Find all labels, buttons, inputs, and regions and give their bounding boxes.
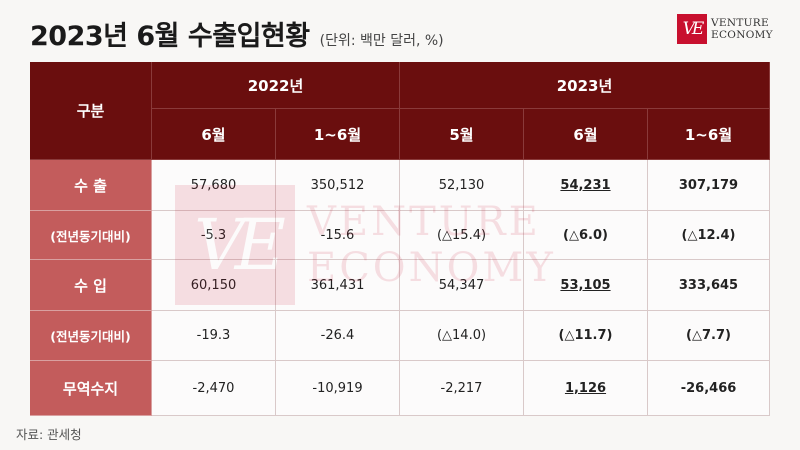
table-cell: (△11.7) <box>524 311 648 361</box>
table-cell-highlight: 1,126 <box>524 361 648 416</box>
table-cell: -5.3 <box>152 211 276 260</box>
source-note: 자료: 관세청 <box>16 427 82 442</box>
year-2022-header: 2022년 <box>152 62 400 109</box>
venture-economy-logo: VE VENTURE ECONOMY <box>677 14 773 44</box>
row-label-imports: 수 입 <box>30 260 152 311</box>
table-cell-highlight: 53,105 <box>524 260 648 311</box>
table-cell: 361,431 <box>276 260 400 311</box>
table-cell: 333,645 <box>648 260 770 311</box>
table-cell: 350,512 <box>276 160 400 211</box>
table-cell: -26.4 <box>276 311 400 361</box>
subheader-2022-h1: 1~6월 <box>276 109 400 160</box>
table-cell: (△12.4) <box>648 211 770 260</box>
table-cell: -10,919 <box>276 361 400 416</box>
logo-wordmark: VENTURE ECONOMY <box>711 17 773 41</box>
subheader-2023-may: 5월 <box>400 109 524 160</box>
table-cell-highlight: 54,231 <box>524 160 648 211</box>
row-label-trade-balance: 무역수지 <box>30 361 152 416</box>
row-label-exports: 수 출 <box>30 160 152 211</box>
table-cell: 307,179 <box>648 160 770 211</box>
logo-line-1: VENTURE <box>711 17 769 29</box>
table-cell: 52,130 <box>400 160 524 211</box>
table-cell: (△6.0) <box>524 211 648 260</box>
table-cell: -2,470 <box>152 361 276 416</box>
table-cell: -19.3 <box>152 311 276 361</box>
table-cell: 54,347 <box>400 260 524 311</box>
row-label-exports-yoy: (전년동기대비) <box>30 211 152 260</box>
table-cell: (△14.0) <box>400 311 524 361</box>
table-cell: -2,217 <box>400 361 524 416</box>
table-cell: -15.6 <box>276 211 400 260</box>
logo-mark: VE <box>677 14 707 44</box>
logo-line-2: ECONOMY <box>711 29 773 41</box>
subheader-2023-h1: 1~6월 <box>648 109 770 160</box>
row-label-imports-yoy: (전년동기대비) <box>30 311 152 361</box>
unit-note: (단위: 백만 달러, %) <box>319 33 444 49</box>
table-cell: 60,150 <box>152 260 276 311</box>
table-cell: (△7.7) <box>648 311 770 361</box>
trade-table: 구분 2022년 2023년 6월 1~6월 5월 6월 1~6월 수 출 57… <box>30 62 770 416</box>
table-cell: -26,466 <box>648 361 770 416</box>
table-cell: 57,680 <box>152 160 276 211</box>
subheader-2023-jun: 6월 <box>524 109 648 160</box>
corner-header: 구분 <box>30 62 152 160</box>
page-title: 2023년 6월 수출입현황 <box>30 21 310 52</box>
year-2023-header: 2023년 <box>400 62 770 109</box>
subheader-2022-jun: 6월 <box>152 109 276 160</box>
title-row: 2023년 6월 수출입현황 (단위: 백만 달러, %) <box>30 14 444 53</box>
table-cell: (△15.4) <box>400 211 524 260</box>
